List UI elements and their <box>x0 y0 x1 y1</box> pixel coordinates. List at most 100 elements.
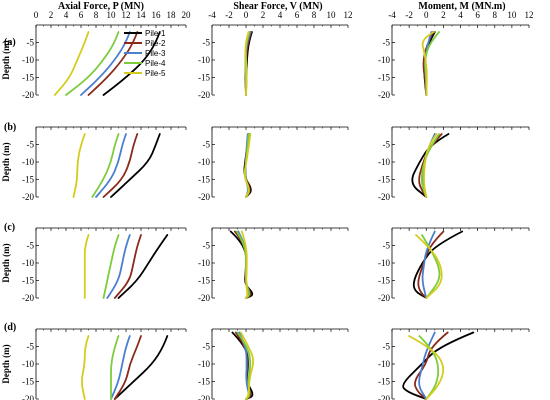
series-line-pile-5 <box>244 31 250 96</box>
y-tick-label: -15 <box>378 276 390 286</box>
y-tick-label: -20 <box>378 394 390 400</box>
y-tick-label: -20 <box>22 293 34 303</box>
legend-label-pile-2: Pile-2 <box>145 39 166 48</box>
y-tick-label: -5 <box>203 38 211 48</box>
y-tick-label: -20 <box>378 192 390 202</box>
chart-d-shear-force: -5 -10 -15 -20 <box>198 328 349 400</box>
x-tick-label: -4 <box>208 10 216 20</box>
series-line-pile-5 <box>415 234 443 299</box>
x-tick-label: 0 <box>244 10 249 20</box>
chart-c-shear-force: -5 -10 -15 -20 <box>198 227 349 303</box>
panel-label: (c) <box>4 222 15 233</box>
x-tick-label: 0 <box>34 10 39 20</box>
series-line-pile-1 <box>117 234 169 299</box>
y-axis-label: Depth (m) <box>1 243 11 282</box>
series-line-pile-4 <box>420 133 440 198</box>
legend-label-pile-1: Pile-1 <box>145 29 166 38</box>
x-tick-label: 6 <box>79 10 84 20</box>
x-tick-label: 6 <box>295 10 300 20</box>
x-tick-label: 12 <box>122 10 131 20</box>
x-tick-label: 8 <box>94 10 99 20</box>
panel-label: (d) <box>4 322 16 333</box>
series-line-pile-1 <box>113 335 169 400</box>
y-tick-label: -10 <box>378 359 390 369</box>
y-tick-label: -15 <box>22 175 34 185</box>
x-tick-label: 2 <box>261 10 266 20</box>
y-axis-label: Depth (m) <box>1 344 11 383</box>
legend-label-pile-4: Pile-4 <box>145 59 166 68</box>
chart-c-axial-force: -5 -10 -15 -20 <box>22 227 187 303</box>
y-tick-label: -10 <box>198 359 210 369</box>
chart-d-moment: -5 -10 -15 -20 <box>378 328 530 400</box>
series-line-pile-2 <box>113 335 142 400</box>
y-tick-label: -5 <box>383 38 391 48</box>
y-tick-label: -5 <box>203 241 211 251</box>
chart-a-axial-force: 0 2 4 6 8 10 12 14 16 18 20 -5 -10 -15 -20 Pile-1Pile-2… <box>22 10 191 100</box>
x-tick-label: 20 <box>182 10 192 20</box>
y-tick-label: -15 <box>198 175 210 185</box>
panel-label: (b) <box>4 122 16 133</box>
x-tick-label: 12 <box>525 10 534 20</box>
y-tick-label: -10 <box>378 258 390 268</box>
x-tick-label: 2 <box>49 10 54 20</box>
y-tick-label: -20 <box>198 192 210 202</box>
chart-c-moment: -5 -10 -15 -20 <box>378 227 530 303</box>
x-tick-label: 14 <box>137 10 147 20</box>
x-tick-label: 10 <box>327 10 337 20</box>
y-tick-label: -15 <box>378 377 390 387</box>
y-tick-label: -15 <box>198 276 210 286</box>
y-tick-label: -5 <box>27 38 35 48</box>
y-tick-label: -10 <box>22 258 34 268</box>
y-tick-label: -15 <box>198 73 210 83</box>
series-line-pile-1 <box>110 133 161 198</box>
series-line-pile-5 <box>81 335 90 400</box>
x-tick-label: 2 <box>441 10 446 20</box>
y-tick-label: -20 <box>378 90 390 100</box>
series-line-pile-3 <box>95 133 127 198</box>
y-axis-label: Depth (m) <box>1 142 11 181</box>
series-line-pile-5 <box>83 234 90 299</box>
series-line-pile-1 <box>412 230 464 299</box>
series-line-pile-5 <box>408 335 445 400</box>
series-line-pile-4 <box>91 133 120 198</box>
y-tick-label: -10 <box>22 157 34 167</box>
y-tick-label: -5 <box>27 342 35 352</box>
y-tick-label: -5 <box>383 241 391 251</box>
y-tick-label: -20 <box>198 293 210 303</box>
y-tick-label: -15 <box>22 276 34 286</box>
series-line-pile-2 <box>102 133 139 198</box>
y-tick-label: -15 <box>378 73 390 83</box>
series-line-pile-5 <box>240 230 249 299</box>
y-tick-label: -5 <box>383 140 391 150</box>
x-tick-label: 4 <box>458 10 463 20</box>
plot-area: (a)Depth (m)(b)Depth (m)(c)Depth (m)(d)D… <box>1 10 534 400</box>
y-tick-label: -20 <box>198 394 210 400</box>
series-line-pile-5 <box>421 31 435 96</box>
legend-label-pile-5: Pile-5 <box>145 69 166 78</box>
x-tick-label: -2 <box>405 10 413 20</box>
series-line-pile-4 <box>236 331 252 400</box>
y-tick-label: -5 <box>383 342 391 352</box>
x-tick-label: -4 <box>388 10 396 20</box>
y-tick-label: -15 <box>22 73 34 83</box>
x-tick-label: -2 <box>225 10 233 20</box>
y-tick-label: -20 <box>22 192 34 202</box>
column-title-moment: Moment, M (MN.m) <box>418 1 505 12</box>
x-tick-label: 16 <box>152 10 162 20</box>
series-line-pile-3 <box>80 31 131 96</box>
series-line-pile-4 <box>65 31 120 96</box>
y-tick-label: -10 <box>198 258 210 268</box>
series-line-pile-2 <box>113 234 142 299</box>
y-axis-label: Depth (m) <box>1 40 11 79</box>
x-tick-label: 10 <box>507 10 517 20</box>
y-tick-label: -10 <box>378 55 390 65</box>
y-tick-label: -20 <box>198 90 210 100</box>
y-tick-label: -10 <box>22 55 34 65</box>
x-tick-label: 4 <box>278 10 283 20</box>
chart-b-shear-force: -5 -10 -15 -20 <box>198 126 349 202</box>
x-tick-label: 0 <box>424 10 429 20</box>
series-line-pile-5 <box>243 133 252 198</box>
x-tick-label: 6 <box>475 10 480 20</box>
y-tick-label: -15 <box>378 175 390 185</box>
